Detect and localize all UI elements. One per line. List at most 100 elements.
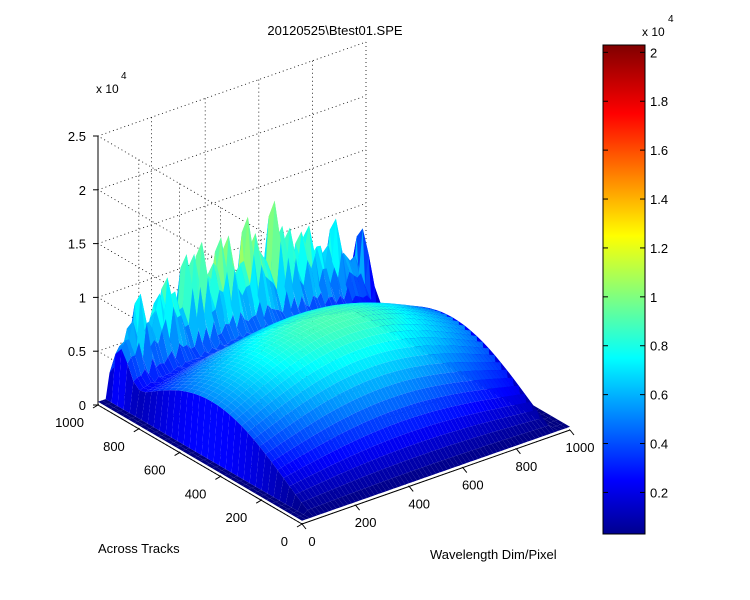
surface-patch [495,387,506,398]
surface-patch [312,495,323,506]
surface-patch [409,338,420,347]
surface-patch [337,473,348,485]
surface-patch [354,360,365,372]
surface-patch [342,303,353,305]
surface-patch [279,478,290,505]
surface-patch [495,441,505,451]
surface-patch [267,438,277,449]
surface-patch [441,373,452,384]
surface-patch [432,325,443,332]
surface-patch [395,318,406,325]
surface-patch [298,442,309,454]
surface-patch [265,353,275,361]
surface-patch [510,436,521,446]
surface-patch [201,355,212,361]
surface-patch [401,313,412,319]
surface-patch [256,388,267,398]
surface-patch [506,416,516,427]
surface-patch [341,471,352,484]
surface-patch [234,377,245,386]
surface-patch [374,314,385,320]
surface-patch [544,425,555,434]
surface-patch [358,477,369,489]
surface-patch [394,303,405,306]
surface-patch [276,345,287,353]
surface-patch [434,422,445,436]
surface-patch [384,412,395,426]
surface-patch [246,284,256,317]
surface-patch [348,351,359,362]
y-tick [296,523,303,528]
surface-patch [448,353,459,363]
surface-patch [387,478,398,489]
surface-patch [421,354,432,365]
surface-patch [293,511,304,516]
surface-patch [264,427,275,439]
surface-patch [454,442,465,455]
surface-patch [525,411,536,422]
surface-patch [216,343,226,350]
surface-patch [447,327,458,334]
surface-patch [213,405,224,466]
surface-patch [273,365,284,374]
surface-patch [408,346,419,357]
surface-patch [236,385,247,393]
surface-patch [292,314,303,317]
surface-patch [560,423,570,429]
surface-patch [355,384,366,397]
surface-patch [221,398,232,407]
surface-patch [308,361,319,372]
surface-patch [249,416,259,427]
surface-patch [408,314,419,320]
surface-patch [230,339,241,345]
surface-patch [254,333,265,337]
surface-patch [364,304,374,308]
surface-patch [472,390,483,402]
surface-patch [313,331,324,339]
surface-patch [397,324,408,331]
colorbar-gradient [602,44,646,535]
surface-patch [469,346,480,355]
surface-patch [387,452,398,466]
surface-patch [381,351,392,362]
surface-patch [297,339,308,347]
surface-patch [415,306,426,310]
surface-patch [460,452,471,464]
surface-patch [334,329,345,338]
surface-patch [362,475,373,487]
surface-patch [440,408,451,421]
surface-patch [378,314,389,320]
surface-patch [385,439,396,453]
surface-patch [166,377,177,382]
surface-patch [430,330,441,338]
surface-patch [299,490,310,501]
surface-patch [340,418,351,432]
surface-patch [359,329,370,338]
surface-patch [397,394,408,407]
surface-patch [372,310,383,315]
surface-patch [354,452,365,466]
surface-patch [236,341,247,345]
surface-patch [357,396,368,410]
surface-patch [457,416,468,429]
surface-patch [242,335,253,340]
surface-patch [291,471,301,483]
surface-patch [270,200,281,290]
surface-patch [390,423,401,437]
colorbar-tick-label: 0.8 [650,339,668,354]
surface-patch [212,347,223,351]
surface-patch [314,393,325,405]
surface-patch [413,416,424,429]
surface-patch [319,309,330,312]
surface-patch [331,463,342,476]
surface-patch [395,475,406,486]
surface-patch [461,392,472,404]
surface-patch [311,340,322,349]
surface-patch [310,395,321,408]
surface-patch [349,374,360,387]
surface-patch [357,489,368,500]
z-tick-label: 1 [79,290,86,305]
surface-patch [385,466,396,479]
surface-patch [363,407,374,421]
surface-patch [501,378,512,387]
